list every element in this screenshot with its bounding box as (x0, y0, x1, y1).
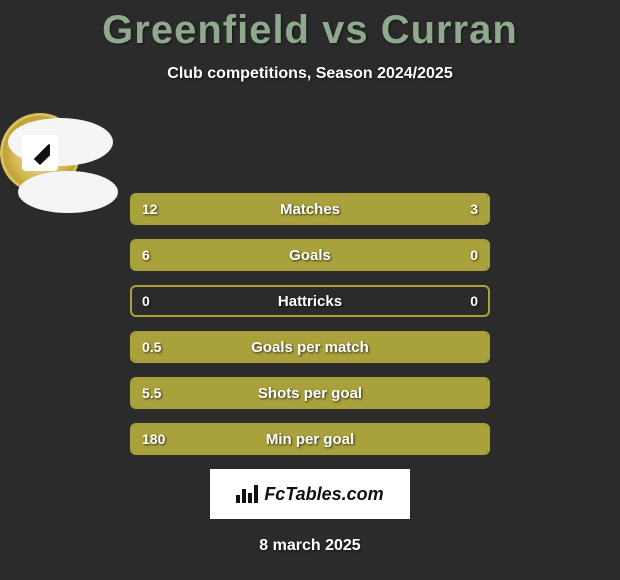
stat-row: 6Goals0 (130, 239, 490, 271)
stat-row: 180Min per goal (130, 423, 490, 455)
stat-label: Goals (132, 241, 488, 269)
stat-row: 0Hattricks0 (130, 285, 490, 317)
stats-area: 12Matches36Goals00Hattricks00.5Goals per… (0, 113, 620, 455)
stat-row: 12Matches3 (130, 193, 490, 225)
stat-value-right: 0 (470, 287, 478, 315)
barchart-icon (236, 485, 258, 503)
date-label: 8 march 2025 (0, 537, 620, 555)
shield-icon (30, 141, 50, 165)
stats-rows: 12Matches36Goals00Hattricks00.5Goals per… (130, 193, 490, 455)
stat-label: Matches (132, 195, 488, 223)
stat-label: Min per goal (132, 425, 488, 453)
stat-row: 0.5Goals per match (130, 331, 490, 363)
stat-label: Hattricks (132, 287, 488, 315)
source-logo-text: FcTables.com (264, 484, 383, 505)
stat-row: 5.5Shots per goal (130, 377, 490, 409)
stat-value-right: 3 (470, 195, 478, 223)
source-logo: FcTables.com (210, 469, 410, 519)
team-left-badge-2 (18, 171, 118, 213)
stat-label: Shots per goal (132, 379, 488, 407)
page-subtitle: Club competitions, Season 2024/2025 (0, 65, 620, 83)
page-title: Greenfield vs Curran (0, 0, 620, 53)
stat-value-right: 0 (470, 241, 478, 269)
stat-label: Goals per match (132, 333, 488, 361)
crest-icon (22, 135, 58, 171)
